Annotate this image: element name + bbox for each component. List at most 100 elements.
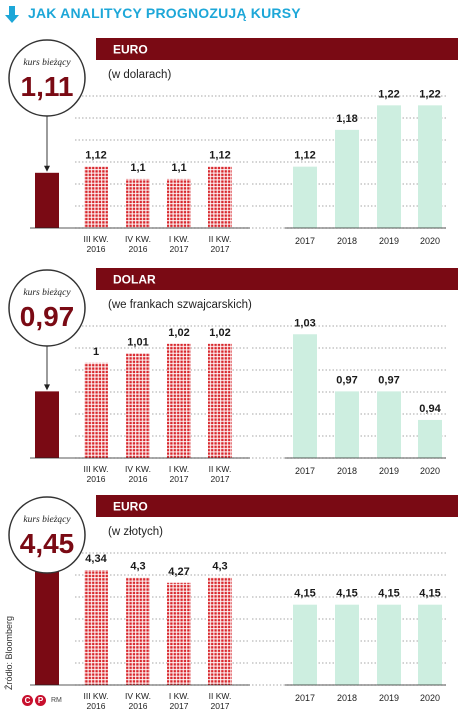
bar [35, 391, 59, 458]
down-arrow-icon [5, 6, 19, 23]
tick-label: I KW. [169, 691, 189, 701]
tick-label: II KW. [209, 691, 232, 701]
tick-label: I KW. [169, 234, 189, 244]
data-label: 0,97 [378, 374, 399, 386]
current-rate-value: 0,97 [20, 301, 75, 332]
arrow-head [44, 165, 50, 172]
tick-label: 2018 [337, 466, 357, 476]
bar [293, 334, 317, 458]
author-initials: RM [51, 697, 62, 704]
data-label: 0,97 [336, 374, 357, 386]
data-label: 1,22 [419, 88, 440, 100]
tick-label: 2016 [87, 474, 106, 484]
bar [418, 105, 442, 228]
tick-label: 2020 [420, 693, 440, 703]
bar [84, 166, 108, 228]
tick-label: 2020 [420, 236, 440, 246]
arrow-head [44, 384, 50, 391]
title-banner [96, 38, 458, 60]
data-label: 4,27 [168, 566, 189, 578]
bar [335, 129, 359, 228]
data-label: 1,03 [294, 317, 315, 329]
data-label: 1,12 [294, 150, 315, 162]
data-label: 1,1 [171, 162, 186, 174]
tick-label: II KW. [209, 234, 232, 244]
bar [335, 604, 359, 685]
tick-label: 2018 [337, 693, 357, 703]
tick-label: I KW. [169, 464, 189, 474]
tick-label: 2016 [129, 701, 148, 711]
bar [126, 577, 150, 685]
tick-label: 2017 [295, 236, 315, 246]
bar [418, 604, 442, 685]
chart-panel-title: DOLAR [113, 273, 156, 287]
bar [293, 166, 317, 228]
tick-label: II KW. [209, 464, 232, 474]
current-rate-circle [8, 496, 86, 574]
data-label: 4,15 [378, 588, 399, 600]
current-rate-label: kurs bieżący [23, 288, 71, 298]
tick-label: 2017 [170, 244, 189, 254]
bar [293, 604, 317, 685]
data-label: 1,02 [209, 327, 230, 339]
tick-label: 2017 [170, 701, 189, 711]
bar [126, 353, 150, 458]
tick-label: IV KW. [125, 464, 151, 474]
tick-label: 2017 [211, 244, 230, 254]
chart-title: JAK ANALITYCY PROGNOZUJĄ KURSY [28, 5, 301, 21]
tick-label: 2020 [420, 466, 440, 476]
tick-label: III KW. [83, 691, 108, 701]
chart-panel-subtitle: (we frankach szwajcarskich) [108, 299, 252, 311]
tick-label: 2017 [295, 466, 315, 476]
data-label: 4,3 [212, 560, 227, 572]
tick-label: 2018 [337, 236, 357, 246]
current-rate-value: 4,45 [20, 528, 75, 559]
logo-letter-p: P [35, 695, 46, 706]
tick-label: 2017 [295, 693, 315, 703]
bar [335, 391, 359, 458]
bar [35, 172, 59, 228]
title-banner [96, 268, 458, 290]
data-label: 1,02 [168, 327, 189, 339]
tick-label: 2019 [379, 466, 399, 476]
bar [418, 419, 442, 458]
data-label: 1,18 [336, 113, 357, 125]
tick-label: 2019 [379, 693, 399, 703]
data-label: 1,12 [209, 150, 230, 162]
tick-label: 2017 [211, 474, 230, 484]
data-label: 1,22 [378, 88, 399, 100]
tick-label: III KW. [83, 234, 108, 244]
bar [377, 105, 401, 228]
bar [208, 577, 232, 685]
bar [377, 391, 401, 458]
data-label: 4,15 [419, 588, 440, 600]
bar [167, 178, 191, 228]
source-note: Źródło: Bloomberg [4, 615, 14, 690]
data-label: 1,1 [130, 162, 145, 174]
tick-label: 2016 [129, 474, 148, 484]
bar [377, 604, 401, 685]
tick-label: IV KW. [125, 691, 151, 701]
data-label: 4,15 [294, 588, 315, 600]
data-label: 4,34 [85, 553, 107, 565]
tick-label: 2016 [87, 244, 106, 254]
chart-panel-subtitle: (w złotych) [108, 526, 163, 538]
data-label: 1 [93, 346, 99, 358]
tick-label: 2019 [379, 236, 399, 246]
bar [208, 343, 232, 458]
chart-panel-title: EURO [113, 500, 148, 514]
data-label: 1,01 [127, 336, 148, 348]
bar [84, 570, 108, 685]
bar [167, 582, 191, 685]
bar [167, 343, 191, 458]
publisher-logo: C P RM [22, 695, 62, 706]
bar [84, 362, 108, 458]
bar [126, 178, 150, 228]
current-rate-label: kurs bieżący [23, 58, 71, 68]
current-rate-circle [8, 39, 86, 117]
tick-label: 2016 [129, 244, 148, 254]
chart-panel-title: EURO [113, 43, 148, 57]
tick-label: 2016 [87, 701, 106, 711]
current-rate-label: kurs bieżący [23, 515, 71, 525]
data-label: 0,94 [419, 403, 441, 415]
